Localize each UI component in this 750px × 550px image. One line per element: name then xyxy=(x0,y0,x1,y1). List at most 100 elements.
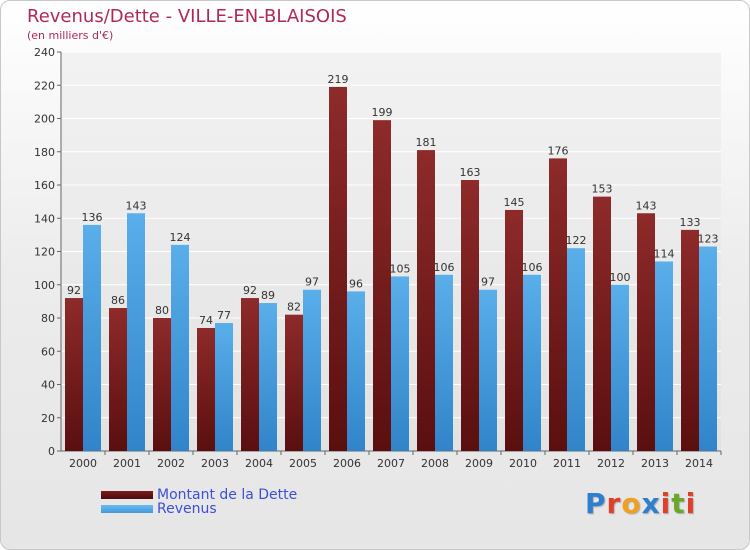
revenue-value-label: 136 xyxy=(82,211,103,224)
debt-value-label: 176 xyxy=(548,144,569,157)
logo-letter: x xyxy=(641,487,661,520)
debt-bar xyxy=(417,150,435,451)
chart-title: Revenus/Dette - VILLE-EN-BLAISOIS xyxy=(27,6,347,27)
x-tick-label: 2002 xyxy=(157,457,185,470)
revenue-value-label: 114 xyxy=(654,247,675,260)
debt-value-label: 86 xyxy=(111,294,125,307)
logo-letter: t xyxy=(671,487,686,520)
debt-value-label: 219 xyxy=(328,73,349,86)
proxiti-logo[interactable]: Proxiti xyxy=(585,487,696,520)
y-tick-label: 100 xyxy=(34,279,55,292)
x-tick-label: 2001 xyxy=(113,457,141,470)
revenue-value-label: 77 xyxy=(217,309,231,322)
x-tick-label: 2012 xyxy=(597,457,625,470)
debt-value-label: 92 xyxy=(243,284,257,297)
x-tick-label: 2010 xyxy=(509,457,537,470)
debt-value-label: 181 xyxy=(416,136,437,149)
debt-bar xyxy=(153,318,171,451)
revenue-value-label: 97 xyxy=(481,276,495,289)
debt-value-label: 133 xyxy=(680,216,701,229)
revenue-bar xyxy=(259,303,277,451)
revenue-bar xyxy=(215,322,233,451)
logo-letter: i xyxy=(660,487,672,520)
revenue-bar xyxy=(611,284,629,451)
y-tick-label: 60 xyxy=(41,345,55,358)
revenue-value-label: 124 xyxy=(170,231,191,244)
legend-swatch-debt xyxy=(101,491,153,499)
revenue-value-label: 105 xyxy=(390,262,411,275)
debt-bar xyxy=(373,120,391,451)
legend-item-revenue: Revenus xyxy=(101,501,217,517)
y-tick-label: 240 xyxy=(34,46,55,59)
x-tick-label: 2003 xyxy=(201,457,229,470)
x-tick-label: 2004 xyxy=(245,457,273,470)
revenue-bar xyxy=(435,274,453,451)
revenue-bar xyxy=(479,289,497,451)
debt-value-label: 145 xyxy=(504,196,525,209)
x-tick-label: 2013 xyxy=(641,457,669,470)
x-tick-label: 2009 xyxy=(465,457,493,470)
revenue-value-label: 100 xyxy=(610,271,631,284)
legend-label-revenue: Revenus xyxy=(157,501,217,517)
revenue-value-label: 123 xyxy=(698,233,719,246)
y-tick-label: 140 xyxy=(34,212,55,225)
x-tick-label: 2006 xyxy=(333,457,361,470)
logo-letter: r xyxy=(606,487,622,520)
revenue-bar xyxy=(523,274,541,451)
logo-letter: o xyxy=(621,487,642,520)
y-tick-label: 20 xyxy=(41,412,55,425)
legend-swatch-revenue xyxy=(101,505,153,513)
debt-value-label: 80 xyxy=(155,304,169,317)
y-tick-label: 200 xyxy=(34,113,55,126)
x-tick-label: 2008 xyxy=(421,457,449,470)
debt-bar xyxy=(505,209,523,451)
revenue-bar xyxy=(83,224,101,451)
debt-bar xyxy=(681,229,699,451)
y-tick-label: 220 xyxy=(34,79,55,92)
debt-value-label: 92 xyxy=(67,284,81,297)
y-tick-label: 180 xyxy=(34,146,55,159)
debt-value-label: 153 xyxy=(592,183,613,196)
revenue-bar xyxy=(567,248,585,451)
debt-bar xyxy=(241,298,259,451)
debt-value-label: 199 xyxy=(372,106,393,119)
revenue-bar xyxy=(655,261,673,451)
debt-bar xyxy=(549,158,567,451)
debt-value-label: 82 xyxy=(287,301,301,314)
y-tick-label: 120 xyxy=(34,246,55,259)
debt-bar xyxy=(593,196,611,451)
logo-letter: P xyxy=(585,487,607,520)
revenue-value-label: 96 xyxy=(349,277,363,290)
debt-value-label: 74 xyxy=(199,314,213,327)
x-tick-label: 2014 xyxy=(685,457,713,470)
revenue-bar xyxy=(699,246,717,451)
debt-bar xyxy=(109,308,127,451)
debt-bar xyxy=(461,180,479,451)
y-tick-label: 0 xyxy=(48,445,55,458)
debt-bar xyxy=(285,314,303,451)
y-tick-label: 160 xyxy=(34,179,55,192)
debt-bar xyxy=(637,213,655,451)
revenue-value-label: 89 xyxy=(261,289,275,302)
revenue-bar xyxy=(127,213,145,451)
legend-label-debt: Montant de la Dette xyxy=(157,487,298,503)
x-tick-label: 2011 xyxy=(553,457,581,470)
revenue-value-label: 97 xyxy=(305,276,319,289)
x-tick-label: 2000 xyxy=(69,457,97,470)
debt-bar xyxy=(329,86,347,451)
chart-subtitle: (en milliers d'€) xyxy=(27,29,114,42)
logo-letter: i xyxy=(685,487,697,520)
revenue-value-label: 143 xyxy=(126,199,147,212)
legend-item-debt: Montant de la Dette xyxy=(101,487,298,503)
debt-value-label: 143 xyxy=(636,199,657,212)
revenue-value-label: 106 xyxy=(522,261,543,274)
revenue-bar xyxy=(171,244,189,451)
debt-bar xyxy=(197,327,215,451)
x-tick-label: 2007 xyxy=(377,457,405,470)
revenue-bar xyxy=(391,276,409,451)
debt-value-label: 163 xyxy=(460,166,481,179)
revenue-value-label: 106 xyxy=(434,261,455,274)
y-tick-label: 80 xyxy=(41,312,55,325)
